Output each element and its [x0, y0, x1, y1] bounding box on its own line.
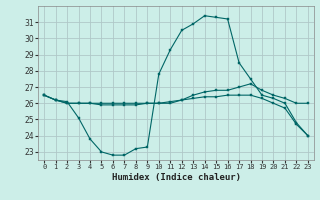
X-axis label: Humidex (Indice chaleur): Humidex (Indice chaleur) — [111, 173, 241, 182]
